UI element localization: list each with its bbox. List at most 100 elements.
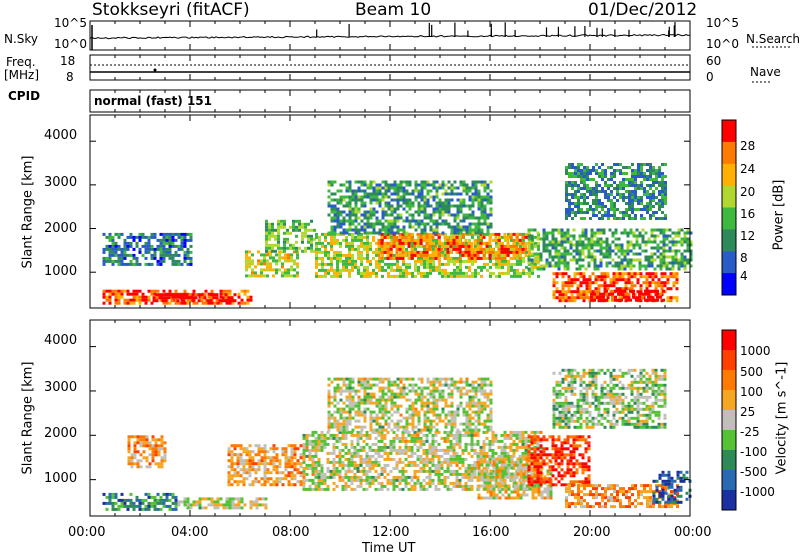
power-cell <box>583 172 586 175</box>
vel-cell <box>473 442 477 446</box>
power-cell <box>313 237 316 241</box>
vel-cell <box>236 444 240 448</box>
power-cell <box>407 232 411 236</box>
vel-cell <box>254 477 258 481</box>
power-cell <box>177 301 181 305</box>
power-cell <box>156 259 160 263</box>
power-cell <box>617 249 621 253</box>
vel-cell <box>383 466 387 470</box>
power-cell <box>402 192 406 196</box>
vel-cell <box>377 451 381 455</box>
power-cell <box>596 249 600 253</box>
vel-cell <box>431 445 435 449</box>
power-cell <box>537 241 540 245</box>
power-cell <box>568 181 571 184</box>
power-cell <box>599 295 602 299</box>
power-cell <box>638 292 641 296</box>
power-cell <box>677 267 681 271</box>
power-cell <box>348 180 352 184</box>
power-cell <box>626 240 630 244</box>
power-cell <box>486 201 490 205</box>
vel-cell <box>338 472 342 476</box>
power-cell <box>405 262 408 266</box>
power-cell <box>554 240 558 244</box>
power-cell <box>447 207 451 211</box>
power-cell <box>195 301 199 305</box>
vel-cell <box>332 463 336 467</box>
power-cell <box>465 274 468 278</box>
power-cell <box>417 225 421 229</box>
vel-cell <box>470 466 474 470</box>
vel-cell <box>314 451 318 455</box>
vel-cell <box>344 442 348 446</box>
vel-cell <box>434 487 438 491</box>
power-cell <box>617 289 620 293</box>
power-cell <box>315 259 318 263</box>
power-cell <box>153 253 157 257</box>
vel-cell <box>443 478 447 482</box>
power-cell <box>646 202 649 205</box>
power-cell <box>408 219 412 223</box>
vel-cell <box>111 492 115 496</box>
power-cell <box>363 213 367 217</box>
power-cell <box>417 222 421 226</box>
power-cell <box>564 299 568 303</box>
power-cell <box>604 181 607 184</box>
power-cell <box>632 234 636 238</box>
power-cell <box>658 175 661 178</box>
vel-cell <box>302 478 306 482</box>
vel-cell <box>126 507 130 511</box>
power-cell <box>662 255 666 259</box>
power-cell <box>640 202 643 205</box>
power-cell <box>595 202 598 205</box>
power-cell <box>566 249 570 253</box>
vel-cell <box>425 463 429 467</box>
vel-cell <box>377 430 381 434</box>
power-cell <box>156 262 160 266</box>
vel-cell <box>287 471 291 475</box>
power-cell <box>330 210 334 214</box>
vel-cell <box>114 507 118 511</box>
vel-cell <box>350 487 354 491</box>
vel-cell <box>272 459 276 463</box>
vel-cell <box>123 504 127 508</box>
power-cell <box>468 274 471 278</box>
vel-cell <box>374 448 378 452</box>
power-cell <box>640 175 643 178</box>
power-cell <box>470 241 474 245</box>
vel-cell <box>500 454 504 458</box>
power-cell <box>135 289 139 293</box>
power-cell <box>348 225 352 229</box>
vel-cell <box>395 436 399 440</box>
power-cell <box>417 259 420 263</box>
vel-cell <box>225 500 229 504</box>
vel-cell <box>428 430 432 434</box>
power-cell <box>321 232 324 236</box>
power-cell <box>461 244 465 248</box>
power-cell <box>310 246 313 250</box>
vel-cell <box>383 475 387 479</box>
power-cell <box>651 281 655 285</box>
power-cell <box>618 278 622 282</box>
vel-cell <box>341 430 345 434</box>
power-cell <box>327 253 330 257</box>
power-cell <box>488 250 492 254</box>
power-cell <box>405 180 409 184</box>
power-cell <box>567 278 571 282</box>
power-cell <box>228 301 232 305</box>
power-cell <box>567 290 571 294</box>
power-cell <box>327 268 330 272</box>
power-cell <box>377 241 381 245</box>
power-cell <box>333 256 336 260</box>
power-cell <box>574 202 577 205</box>
vel-cell <box>479 454 483 458</box>
power-cell <box>354 231 358 235</box>
power-cell <box>462 198 466 202</box>
power-cell <box>596 295 599 299</box>
power-cell <box>396 201 400 205</box>
power-cell <box>501 271 504 275</box>
power-cell <box>102 259 106 263</box>
power-cell <box>653 258 657 262</box>
vel-cell <box>473 469 477 473</box>
power-cell <box>628 202 631 205</box>
